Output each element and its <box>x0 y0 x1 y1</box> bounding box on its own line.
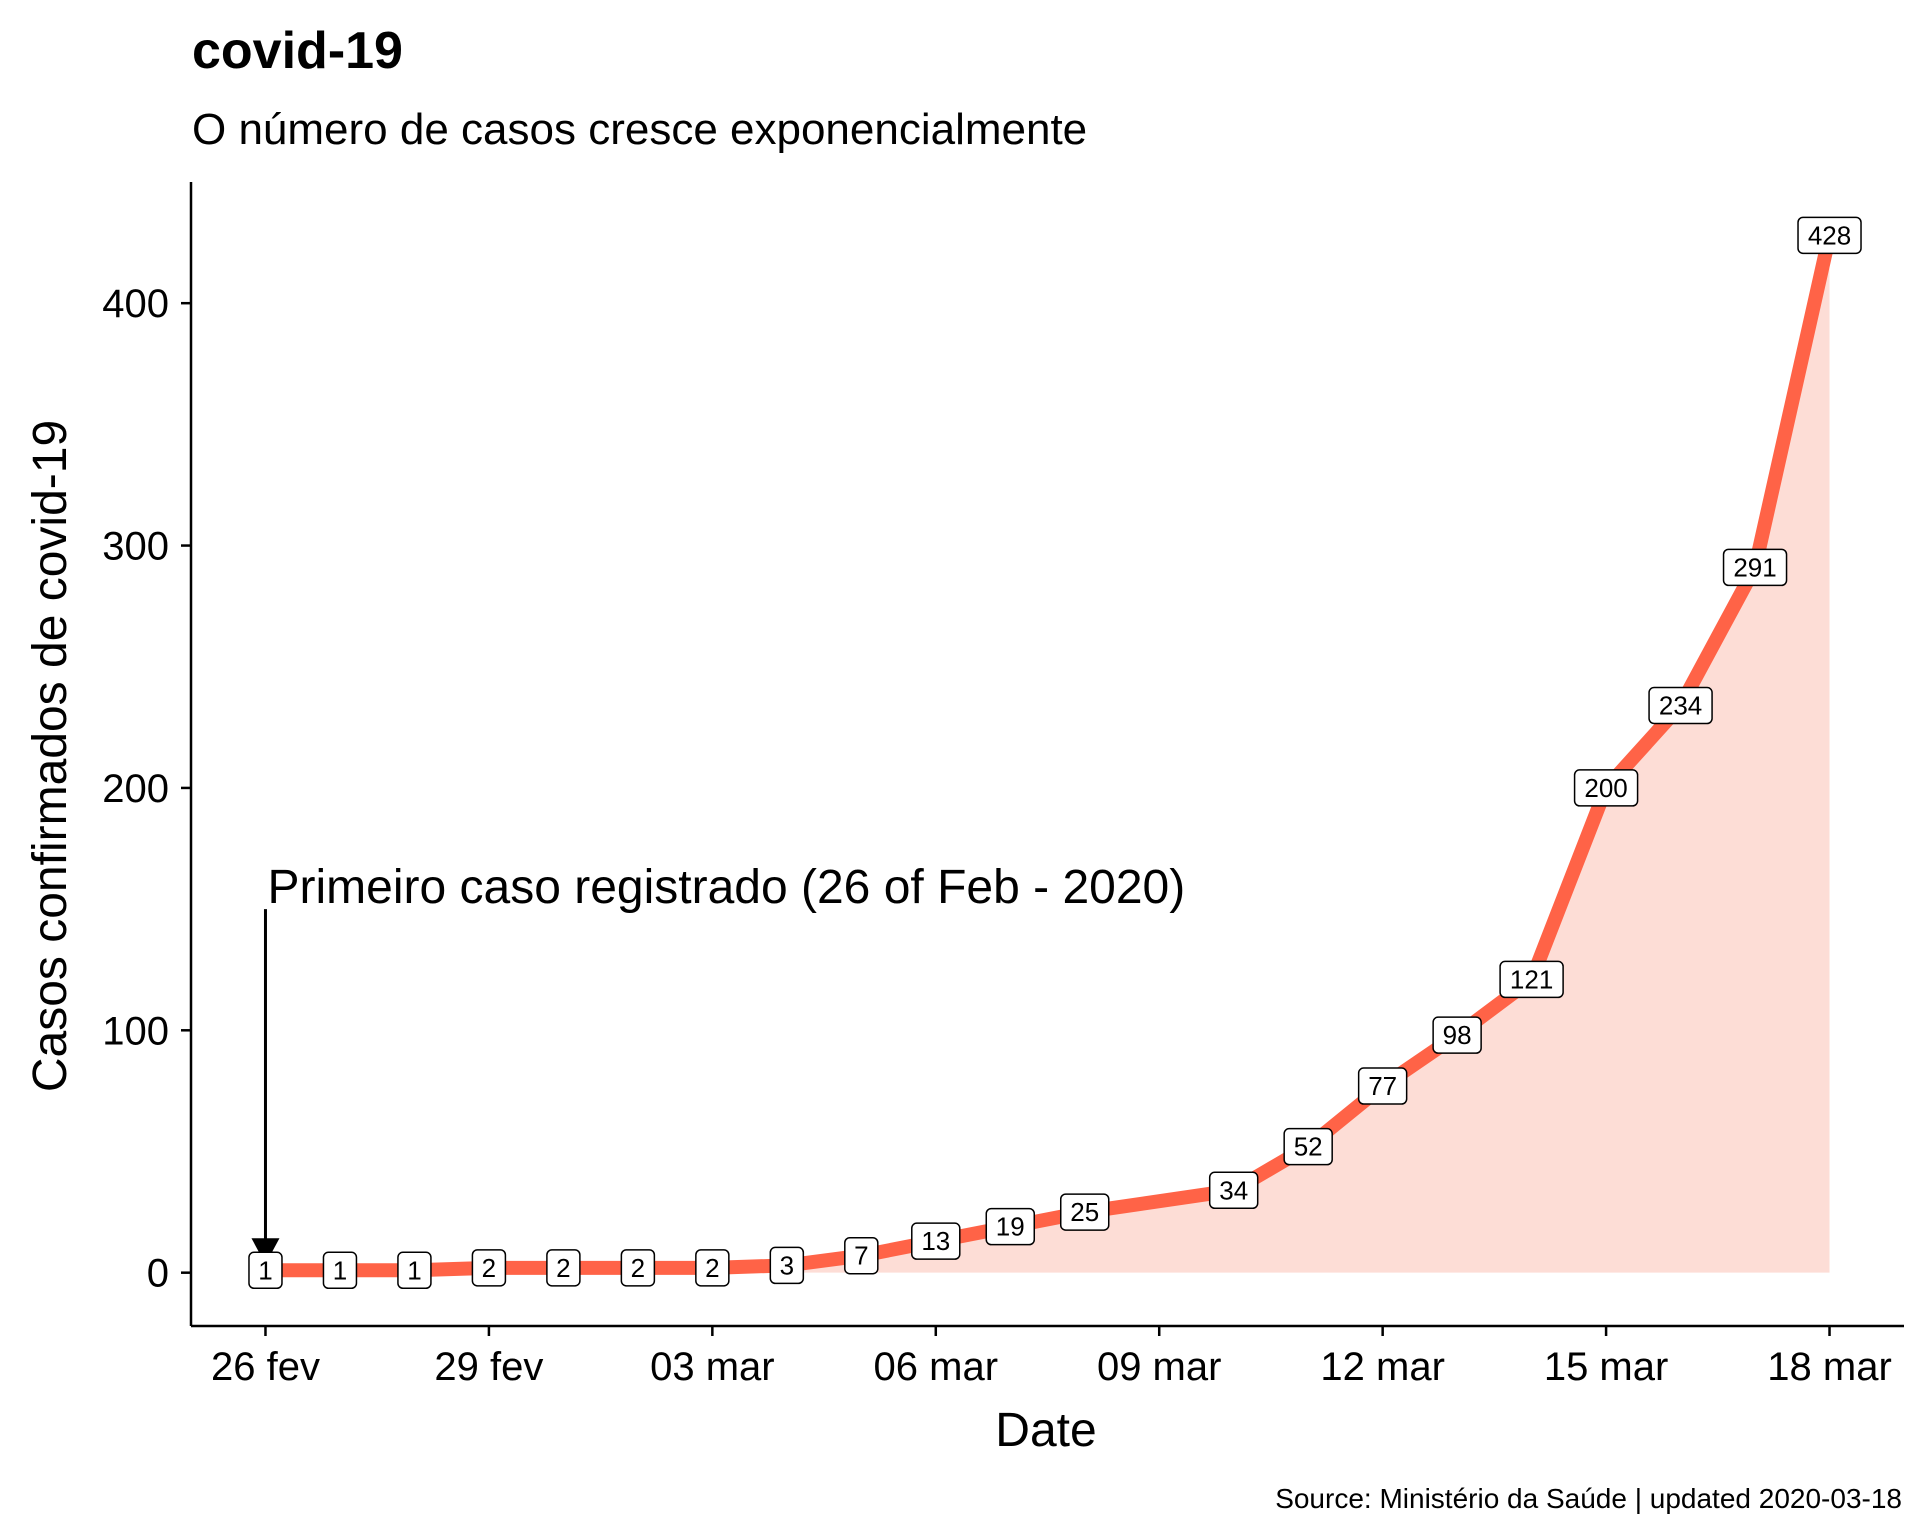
data-label: 2 <box>620 1249 656 1287</box>
annotation-arrow-head <box>251 1238 280 1265</box>
data-label-text: 25 <box>1070 1197 1099 1227</box>
y-ticks: 0 100 200 300 400 <box>102 282 191 1296</box>
data-label: 52 <box>1283 1127 1333 1166</box>
data-label-box <box>1357 1067 1408 1105</box>
data-label-box <box>1283 1127 1333 1166</box>
x-tick-label: 29 fev <box>434 1345 543 1389</box>
data-label-text: 2 <box>556 1253 570 1283</box>
x-tick-label: 06 mar <box>874 1345 999 1389</box>
data-label-text: 34 <box>1219 1175 1248 1205</box>
x-tick-label: 18 mar <box>1767 1345 1892 1389</box>
data-label: 34 <box>1208 1171 1259 1210</box>
data-label-box <box>1499 960 1564 999</box>
data-label-box <box>322 1251 358 1290</box>
y-tick-label: 200 <box>102 767 169 811</box>
annotation-text: Primeiro caso registrado (26 of Feb - 20… <box>267 861 1185 914</box>
chart-title: covid-19 <box>192 22 403 80</box>
x-tick-label: 03 mar <box>650 1345 775 1389</box>
data-label: 234 <box>1648 686 1713 725</box>
data-label-text: 2 <box>631 1253 645 1283</box>
data-label-box <box>1573 769 1639 807</box>
plot-area: Primeiro caso registrado (26 of Feb - 20… <box>248 216 1862 1290</box>
caption: Source: Ministério da Saúde | updated 20… <box>1275 1483 1902 1514</box>
data-label: 2 <box>471 1249 507 1287</box>
data-label: 428 <box>1797 216 1862 255</box>
data-label-text: 1 <box>258 1255 272 1285</box>
data-label-text: 234 <box>1659 691 1702 721</box>
data-label: 1 <box>397 1251 432 1290</box>
data-label: 1 <box>248 1251 283 1290</box>
y-tick-label: 100 <box>102 1009 169 1053</box>
data-label-box <box>1432 1016 1482 1054</box>
data-label-text: 200 <box>1584 773 1627 803</box>
data-label: 200 <box>1573 769 1639 807</box>
data-label-text: 52 <box>1294 1132 1323 1162</box>
axes: 0 100 200 300 400 26 fev 29 fev 03 mar 06 mar 09… <box>102 182 1904 1389</box>
data-label-text: 2 <box>482 1253 496 1283</box>
data-label-box <box>1797 216 1862 255</box>
data-label-text: 7 <box>854 1241 868 1271</box>
area-fill <box>265 235 1830 1273</box>
data-label: 1 <box>322 1251 358 1290</box>
x-ticks: 26 fev 29 fev 03 mar 06 mar 09 mar 12 mar 15 m… <box>211 1326 1892 1389</box>
data-label-text: 121 <box>1510 964 1553 994</box>
y-axis-title: Casos confirmados de covid-19 <box>24 420 77 1092</box>
annotation: Primeiro caso registrado (26 of Feb - 20… <box>251 861 1185 1265</box>
x-tick-label: 26 fev <box>211 1345 320 1389</box>
data-label: 2 <box>546 1249 581 1287</box>
y-tick-label: 300 <box>102 525 169 569</box>
data-label-box <box>397 1251 432 1290</box>
y-tick-label: 0 <box>147 1252 169 1296</box>
data-label-text: 1 <box>333 1255 347 1285</box>
data-label-box <box>1059 1193 1110 1231</box>
data-label: 13 <box>911 1222 961 1260</box>
y-tick-label: 400 <box>102 282 169 326</box>
data-label-box <box>248 1251 283 1290</box>
data-label-box <box>985 1207 1036 1246</box>
data-label: 121 <box>1499 960 1564 999</box>
data-label-text: 1 <box>407 1255 421 1285</box>
data-label: 77 <box>1357 1067 1408 1105</box>
data-label-box <box>695 1249 730 1287</box>
data-label: 25 <box>1059 1193 1110 1231</box>
data-label-box <box>471 1249 507 1287</box>
data-label-text: 3 <box>780 1250 794 1280</box>
x-tick-label: 12 mar <box>1320 1345 1445 1389</box>
data-label-text: 291 <box>1733 552 1776 582</box>
data-label-box <box>769 1246 805 1285</box>
data-label: 19 <box>985 1207 1036 1246</box>
x-axis-title: Date <box>995 1404 1096 1457</box>
data-label-text: 19 <box>996 1212 1025 1242</box>
data-label-text: 428 <box>1808 220 1851 250</box>
data-label: 3 <box>769 1246 805 1285</box>
data-label: 2 <box>695 1249 730 1287</box>
data-label-box <box>911 1222 961 1260</box>
data-label-text: 2 <box>705 1253 719 1283</box>
data-label-text: 13 <box>921 1226 950 1256</box>
chart-subtitle: O número de casos cresce exponencialment… <box>192 105 1087 154</box>
data-label-box <box>1722 548 1788 587</box>
data-label-box <box>546 1249 581 1287</box>
data-label: 7 <box>844 1236 879 1275</box>
data-label-box <box>1648 686 1713 725</box>
data-label-text: 98 <box>1443 1020 1472 1050</box>
data-label: 291 <box>1722 548 1788 587</box>
data-labels: 1 1 1 2 2 2 2 3 7 13 19 25 34 52 77 98 121 200 234 291 428 <box>248 216 1862 1290</box>
data-label: 98 <box>1432 1016 1482 1054</box>
data-label-text: 77 <box>1368 1071 1397 1101</box>
x-tick-label: 15 mar <box>1544 1345 1669 1389</box>
data-label-box <box>844 1236 879 1275</box>
x-tick-label: 09 mar <box>1097 1345 1222 1389</box>
data-label-box <box>1208 1171 1259 1210</box>
data-label-box <box>620 1249 656 1287</box>
